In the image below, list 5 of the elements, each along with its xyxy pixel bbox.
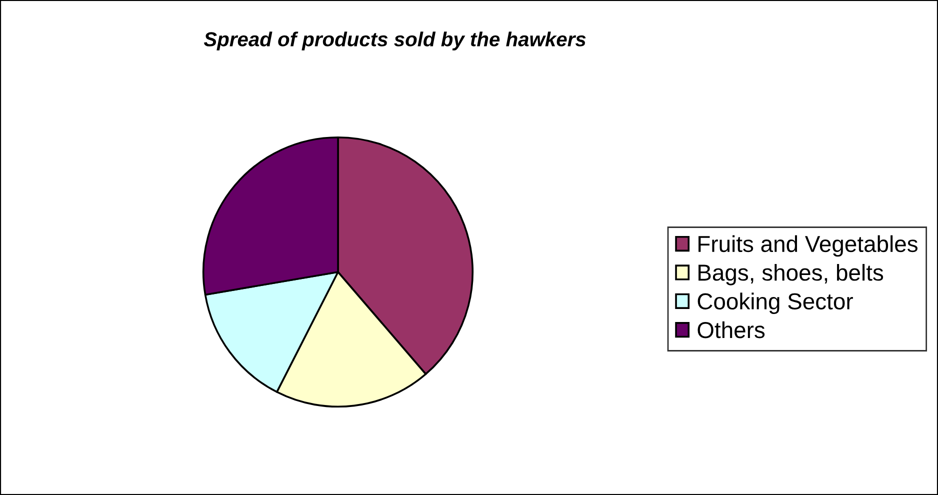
legend-label: Fruits and Vegetables bbox=[698, 235, 918, 257]
legend-label: Bags, shoes, belts bbox=[698, 264, 884, 286]
legend-label: Others bbox=[698, 321, 765, 338]
legend-label: Cooking Sector bbox=[698, 292, 853, 314]
chart-title: Spread of products sold by the hawkers bbox=[204, 32, 586, 50]
